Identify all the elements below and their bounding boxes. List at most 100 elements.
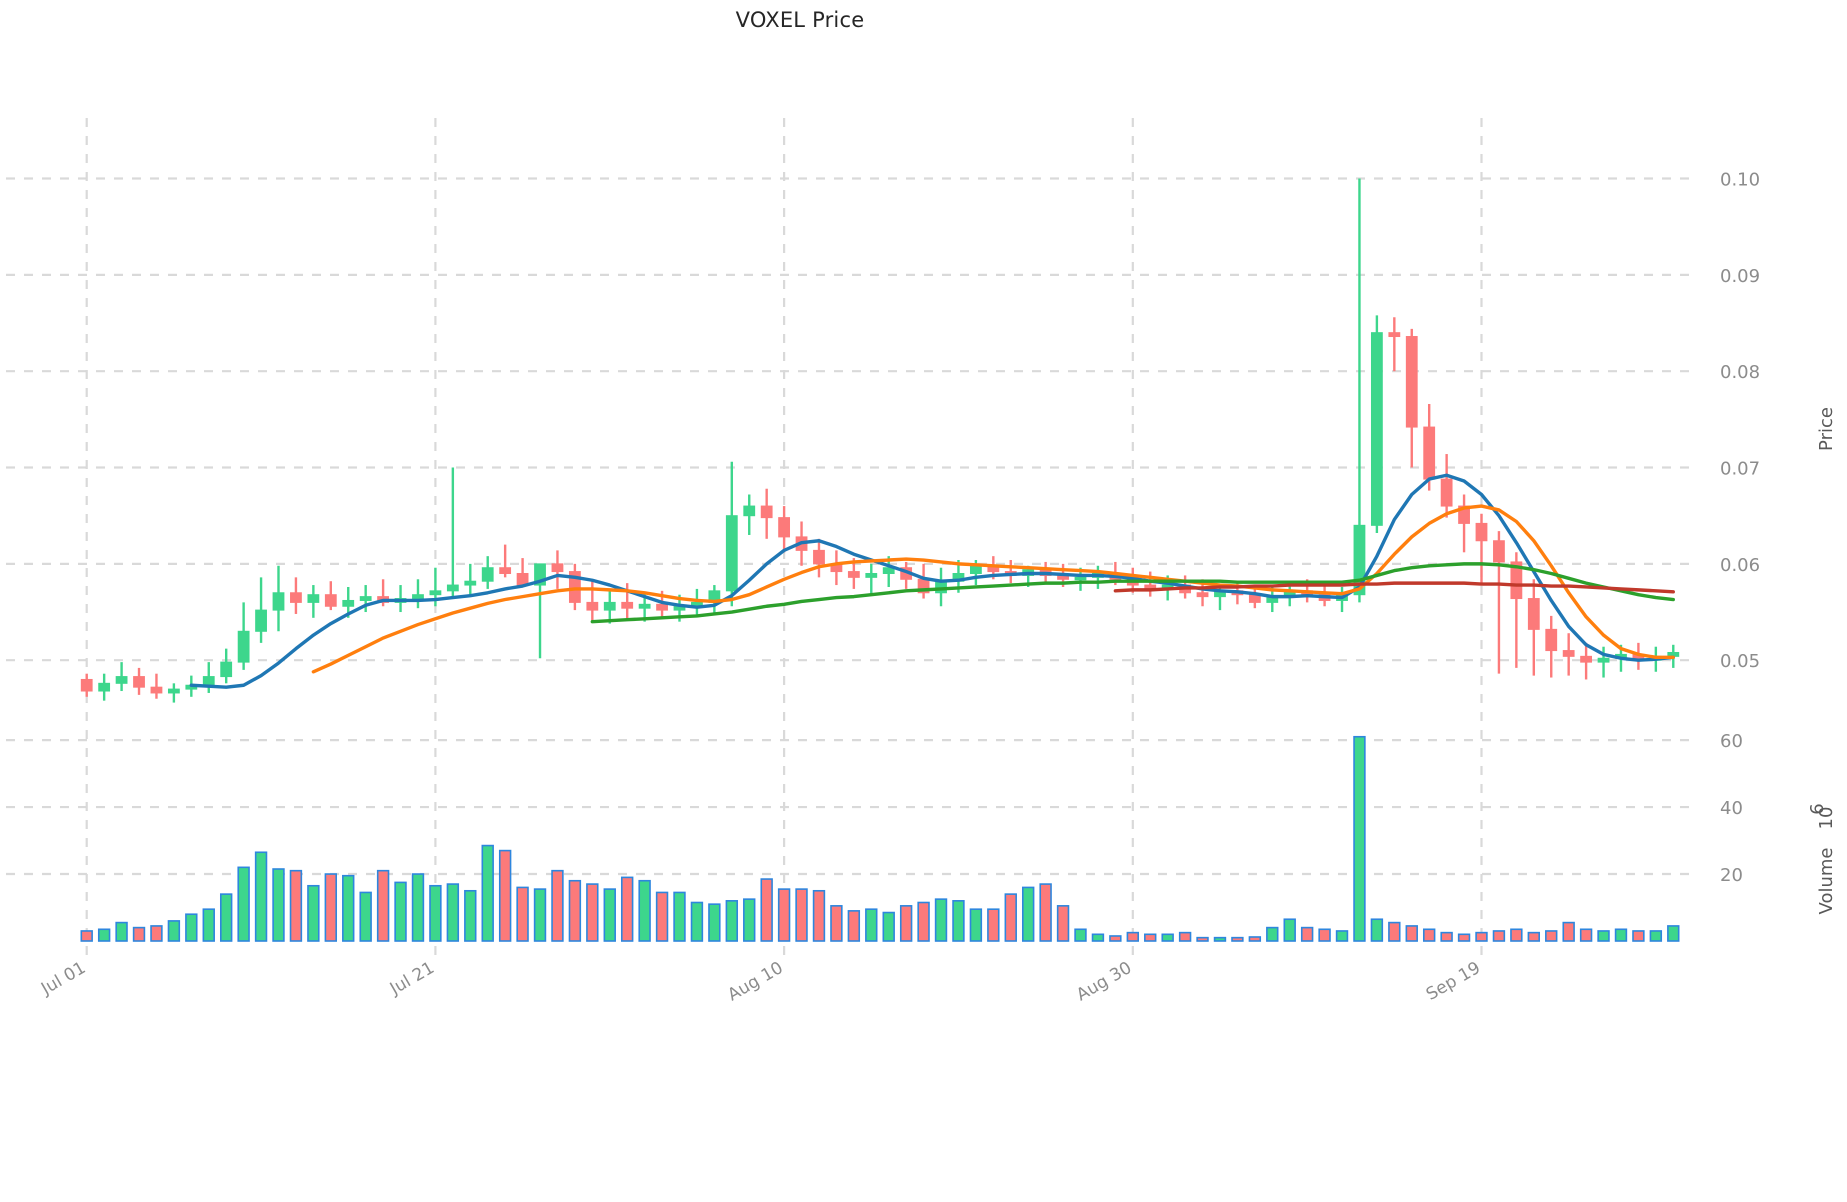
volume-bar	[1579, 928, 1593, 942]
volume-bar	[394, 881, 407, 942]
volume-bar	[1422, 928, 1436, 942]
candle-body	[1493, 540, 1505, 563]
volume-bar	[376, 869, 390, 942]
candle-body	[534, 563, 546, 586]
volume-bar	[1492, 930, 1506, 942]
moving-average-lines-layer	[189, 473, 1675, 689]
price-tick-label: 0.10	[1720, 170, 1760, 191]
candle-body	[1545, 628, 1558, 652]
volume-bar	[1074, 928, 1087, 942]
volume-bar	[777, 888, 791, 942]
volume-bar	[1597, 930, 1610, 942]
volume-bar	[464, 889, 477, 942]
candle-body	[760, 505, 773, 519]
volume-bar	[1161, 933, 1174, 942]
date-axis-ticks: Jul 01 Jul 21 Aug 10 Aug 30 Sep 19	[37, 958, 1484, 1005]
candlestick-layer	[80, 178, 1680, 703]
date-tick-label: Aug 10	[724, 958, 786, 1005]
volume-bar	[603, 888, 616, 942]
candle-body	[481, 567, 494, 582]
volume-bar	[272, 868, 285, 942]
candle-body	[1370, 332, 1383, 526]
volume-bar	[1126, 931, 1140, 942]
volume-bar	[1649, 930, 1663, 942]
candle-body	[412, 594, 424, 600]
candle-body	[969, 565, 982, 575]
volume-bar	[342, 874, 355, 942]
candle-body	[1510, 561, 1523, 600]
candle-body	[150, 686, 163, 694]
volume-bar	[690, 901, 704, 942]
volume-bar	[97, 928, 111, 942]
volume-bars-layer	[80, 735, 1680, 942]
volume-bar	[115, 921, 128, 942]
candle-body	[621, 601, 634, 609]
date-tick-label: Jul 21	[386, 958, 438, 1000]
volume-bar	[568, 879, 582, 942]
candle-body	[603, 601, 616, 611]
volume-bar	[185, 913, 198, 942]
candle-body	[1353, 524, 1366, 596]
price-tick-label: 0.09	[1720, 266, 1760, 287]
volume-bar	[1632, 930, 1645, 942]
volume-bar	[847, 910, 861, 942]
volume-bar	[830, 905, 843, 942]
volume-tick-label: 40	[1720, 798, 1743, 819]
candle-body	[202, 676, 215, 686]
volume-bar	[289, 869, 303, 942]
candle-body	[307, 594, 320, 603]
candle-body	[290, 592, 302, 603]
price-tick-label: 0.07	[1720, 459, 1760, 480]
volume-bar	[481, 844, 494, 942]
volume-bar	[254, 851, 268, 942]
volume-bar	[202, 908, 215, 942]
volume-bar	[1178, 931, 1192, 942]
volume-bar	[1370, 918, 1384, 942]
volume-axis-label-group: Volume 106	[1807, 803, 1837, 914]
volume-bar	[1231, 936, 1244, 942]
volume-bar	[917, 901, 930, 942]
volume-bar	[167, 920, 181, 942]
candle-body	[220, 661, 233, 678]
candle-body	[133, 676, 145, 688]
volume-bar	[865, 908, 878, 942]
candle-body	[1388, 332, 1401, 338]
volume-tick-label: 20	[1720, 865, 1743, 886]
candle-body	[743, 505, 756, 517]
price-axis-label: Price	[1816, 407, 1837, 451]
candle-body	[813, 549, 825, 565]
candle-body	[778, 517, 791, 538]
candle-body	[1458, 505, 1470, 524]
candle-body	[499, 567, 512, 574]
volume-bar	[516, 886, 529, 942]
volume-bar	[219, 893, 233, 942]
date-tick-label: Jul 01	[37, 958, 89, 1000]
volume-bar	[882, 911, 895, 942]
volume-bar	[620, 876, 634, 942]
candle-body	[1475, 522, 1488, 542]
candle-body	[882, 567, 895, 574]
date-tick-label: Sep 19	[1423, 958, 1484, 1005]
volume-bar	[150, 925, 163, 942]
candle-body	[1074, 576, 1087, 581]
volume-axis-exponent: 6	[1807, 803, 1828, 814]
volume-bar	[1213, 936, 1227, 942]
volume-bar	[743, 898, 756, 942]
volume-bar	[899, 905, 913, 942]
volume-bar	[1300, 926, 1314, 942]
candle-body	[586, 601, 599, 611]
candle-body	[935, 580, 947, 594]
volume-bar	[725, 900, 739, 942]
candle-body	[1423, 426, 1436, 480]
volume-bar	[1004, 893, 1017, 942]
candle-body	[865, 573, 878, 578]
volume-bar	[673, 891, 686, 942]
volume-bar	[934, 898, 948, 942]
volume-tick-label: 60	[1720, 731, 1743, 752]
candle-body	[638, 603, 651, 609]
candle-body	[1405, 336, 1418, 428]
volume-bar	[498, 849, 512, 942]
ma-line-ma30	[590, 562, 1675, 624]
volume-bar	[307, 884, 320, 942]
volume-bar	[1510, 928, 1523, 942]
